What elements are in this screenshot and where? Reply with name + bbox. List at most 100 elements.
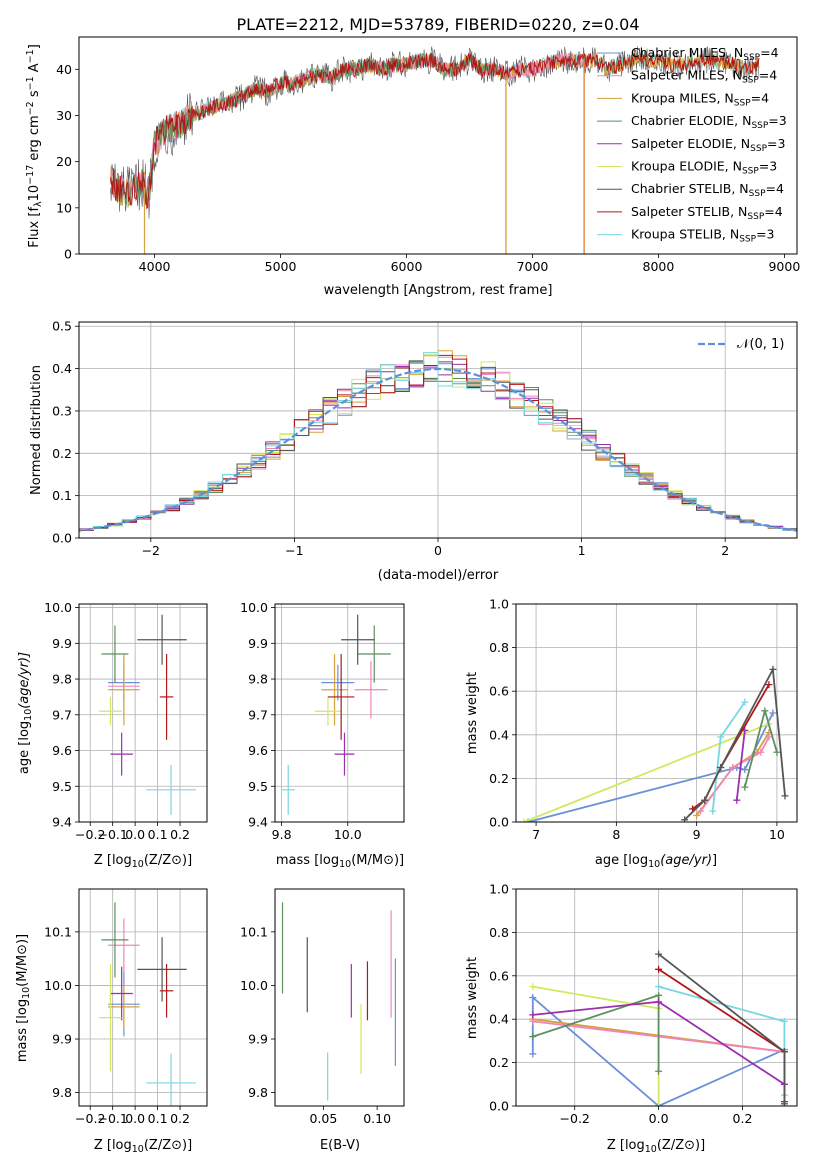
legend-value: =4 xyxy=(764,204,782,219)
plot-area xyxy=(520,665,789,822)
x-tick-label: 8 xyxy=(612,827,620,842)
legend-entry: Kroupa STELIB, NSSP=3 xyxy=(631,227,775,245)
x-tick-label: 9.8 xyxy=(272,827,292,842)
legend-value: =4 xyxy=(760,45,778,60)
y-axis-label: mass weight xyxy=(465,672,480,754)
legend-entry: Kroupa MILES, NSSP=4 xyxy=(631,90,769,108)
x-tick-label: 0.1 xyxy=(148,1111,168,1126)
y-tick-label: 0.5 xyxy=(52,319,72,334)
legend-entry: Salpeter ELODIE, NSSP=3 xyxy=(631,136,785,154)
weight-marker xyxy=(717,733,725,741)
x-tick-label: 0.0 xyxy=(649,1111,669,1126)
label-part: (M/M⊙)] xyxy=(351,853,404,868)
x-axis-label: wavelength [Angstrom, rest frame] xyxy=(324,283,553,298)
label-part: (M/M⊙)] xyxy=(15,934,30,987)
label-part: age [log xyxy=(595,853,648,868)
y-tick-label: 0.1 xyxy=(52,488,72,503)
axes-frame xyxy=(78,888,208,1107)
label-part: mass [log xyxy=(15,999,30,1062)
legend-sub: SSP xyxy=(734,98,751,108)
y-tick-label: 10.0 xyxy=(44,600,72,615)
label-part: Normed distribution xyxy=(29,365,44,495)
weight-marker xyxy=(655,950,663,958)
weight-marker xyxy=(769,665,777,673)
y-axis-label: Flux [fλ10−17 erg cm−2 s−1 A−1] xyxy=(25,44,44,248)
legend-entry: Salpeter MILES, NSSP=4 xyxy=(631,68,777,86)
legend-entry: Salpeter STELIB, NSSP=4 xyxy=(631,204,783,222)
weight-marker xyxy=(765,733,773,741)
x-tick-label: 7 xyxy=(532,827,540,842)
y-tick-label: 10.0 xyxy=(44,978,72,993)
x-tick-label: −0.2 xyxy=(560,1111,590,1126)
plot-area xyxy=(281,614,391,815)
weight-marker xyxy=(529,1011,537,1019)
y-tick-label: 0.4 xyxy=(489,727,509,742)
label-part: Flux [f xyxy=(27,207,42,248)
weight-marker xyxy=(757,748,765,756)
y-tick-label: 30 xyxy=(56,108,72,123)
axes-frame xyxy=(274,888,405,1107)
weight-marker xyxy=(780,1100,788,1106)
label-part: Z [log xyxy=(94,1138,132,1153)
weight-marker xyxy=(717,764,725,771)
spectrum-line xyxy=(110,52,760,210)
weight-line xyxy=(699,736,770,812)
x-tick-label: −2 xyxy=(142,543,160,558)
label-part: −1 xyxy=(25,76,36,90)
label-part: (Z/Z⊙)] xyxy=(144,853,192,868)
legend-value: =3 xyxy=(767,136,785,151)
plot-area xyxy=(99,614,196,815)
weight-marker xyxy=(529,1050,537,1058)
legend-value: =3 xyxy=(756,227,774,242)
y-tick-label: 10.0 xyxy=(240,600,268,615)
weight-marker xyxy=(741,783,749,791)
legend-value: =4 xyxy=(759,68,777,83)
x-tick-label: 2 xyxy=(721,543,729,558)
legend-sub: SSP xyxy=(742,76,759,86)
legend-text: Kroupa STELIB, N xyxy=(631,227,739,242)
weight-line xyxy=(658,953,786,1104)
label-sub: 10 xyxy=(648,859,660,870)
weight-marker xyxy=(733,796,741,804)
y-tick-label: 9.4 xyxy=(52,815,72,830)
x-tick-label: 10 xyxy=(769,827,785,842)
x-tick-label: 9 xyxy=(693,827,701,842)
label-part: s xyxy=(27,90,42,101)
label-part: ] xyxy=(712,853,717,868)
y-tick-label: 0 xyxy=(64,247,72,262)
y-tick-label: 9.6 xyxy=(52,743,72,758)
y-tick-label: 9.8 xyxy=(248,1085,268,1100)
gaussian-curve xyxy=(79,367,797,532)
age-vs-mass-panel: 9.8 10.0 9.4 9.5 9.6 9.7 9.8 9.9 10.0 mass [log10… xyxy=(240,600,405,870)
legend-text: Chabrier MILES, N xyxy=(631,45,743,60)
weight-marker xyxy=(741,698,749,706)
x-tick-label: 1 xyxy=(578,543,586,558)
x-axis-label: Z [log10(Z/Z⊙)] xyxy=(94,853,192,870)
y-tick-label: 10.1 xyxy=(44,924,72,939)
x-tick-label: 9000 xyxy=(768,259,800,274)
label-sub: 10 xyxy=(645,1144,657,1155)
x-tick-label: 4000 xyxy=(139,259,171,274)
y-tick-label: 9.8 xyxy=(248,672,268,687)
weight-marker xyxy=(780,1048,788,1056)
weight-line xyxy=(523,723,770,822)
legend-entry: Kroupa ELODIE, NSSP=3 xyxy=(631,159,777,177)
x-tick-label: −1 xyxy=(285,543,303,558)
weight-marker xyxy=(655,1102,663,1106)
y-tick-label: 20 xyxy=(56,154,72,169)
x-tick-label: 8000 xyxy=(643,259,675,274)
x-axis-label: (data-model)/error xyxy=(378,568,499,583)
weight-marker xyxy=(769,709,777,717)
y-axis-label: Normed distribution xyxy=(29,365,44,495)
x-tick-label: 0.2 xyxy=(170,1111,190,1126)
x-tick-label: 0.2 xyxy=(733,1111,753,1126)
legend-text: Salpeter STELIB, N xyxy=(631,204,747,219)
y-tick-label: 9.8 xyxy=(52,1085,72,1100)
label-part: −17 xyxy=(25,165,36,185)
legend-entry: Chabrier MILES, NSSP=4 xyxy=(631,45,779,63)
weight-marker xyxy=(709,807,717,815)
y-tick-label: 1.0 xyxy=(489,597,509,612)
y-tick-label: 0.2 xyxy=(52,446,72,461)
legend-sub: SSP xyxy=(742,167,759,177)
